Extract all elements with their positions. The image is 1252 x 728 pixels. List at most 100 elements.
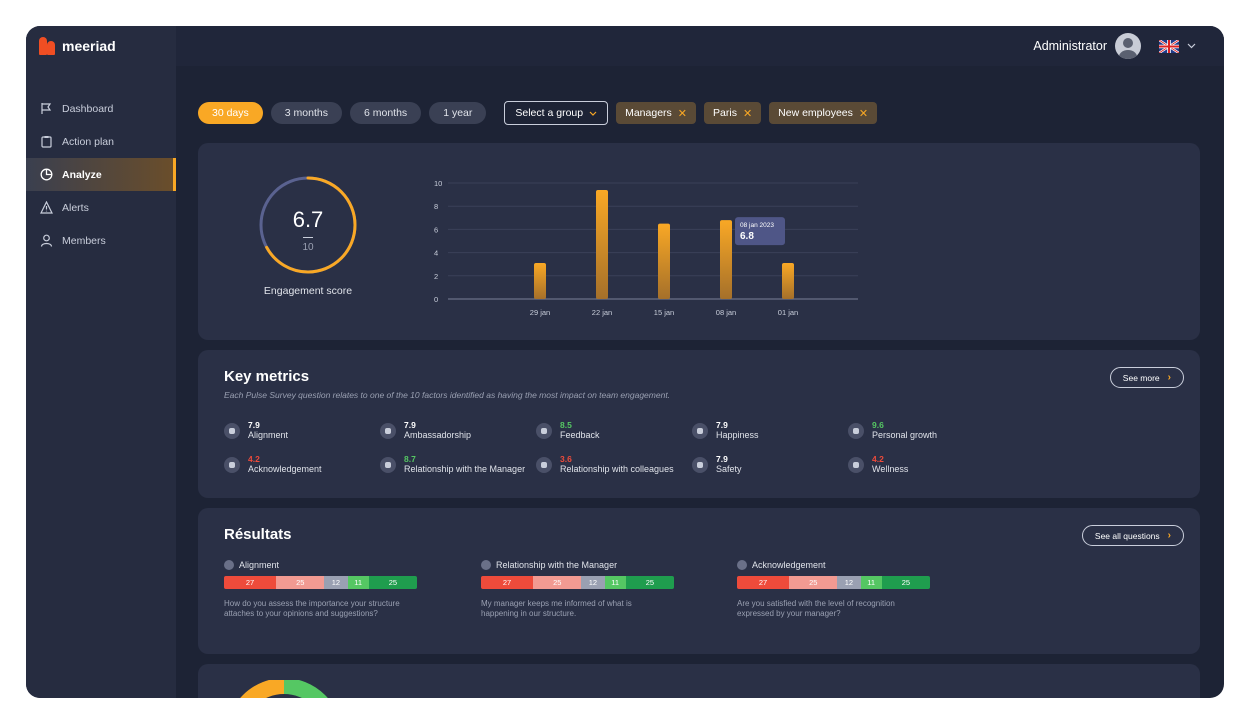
period-1-year[interactable]: 1 year: [429, 102, 487, 124]
result-distribution-bar: 27 25 12 11 25: [737, 576, 930, 589]
metric-value: 3.6: [560, 454, 572, 464]
tooltip-value: 6.8: [740, 231, 754, 242]
metric-item[interactable]: 7.9 Alignment: [224, 420, 380, 448]
result-factor: Alignment: [239, 560, 280, 570]
wellness-icon: [848, 457, 864, 473]
sidebar-item-alerts[interactable]: Alerts: [26, 191, 176, 224]
metric-text: 8.7 Relationship with the Manager: [404, 454, 525, 474]
metric-value: 8.7: [404, 454, 416, 464]
metric-text: 3.6 Relationship with colleagues: [560, 454, 674, 474]
metric-name: Wellness: [872, 464, 909, 474]
engagement-card: 6.7 10 Engagement score 0 2 4 6 8 10 29 jan 22 …: [198, 143, 1200, 340]
user-menu[interactable]: Administrator: [1033, 33, 1196, 59]
period-6-months[interactable]: 6 months: [349, 102, 422, 124]
metric-item[interactable]: 3.6 Relationship with colleagues: [536, 454, 692, 482]
chevron-right-icon: ›: [1167, 530, 1171, 541]
metric-text: 7.9 Ambassadorship: [404, 420, 471, 440]
result-segment: 25: [881, 576, 930, 589]
metric-value: 8.5: [560, 420, 572, 430]
y-tick-label: 8: [434, 202, 438, 211]
chevron-down-icon[interactable]: [1187, 43, 1196, 49]
relationship-with-colleagues-icon: [536, 457, 552, 473]
metric-value: 4.2: [248, 454, 260, 464]
metric-value: 7.9: [716, 420, 728, 430]
period-30-days[interactable]: 30 days: [198, 102, 263, 124]
group-select[interactable]: Select a group: [504, 101, 609, 125]
metric-item[interactable]: 8.7 Relationship with the Manager: [380, 454, 536, 482]
metric-text: 4.2 Acknowledgement: [248, 454, 322, 474]
happiness-icon: [692, 423, 708, 439]
result-segment: 12: [837, 576, 861, 589]
metric-name: Relationship with colleagues: [560, 464, 674, 474]
factor-icon: [737, 560, 747, 570]
see-all-questions-button[interactable]: See all questions ›: [1081, 525, 1184, 546]
bar[interactable]: [720, 220, 732, 299]
chevron-right-icon: ›: [1167, 372, 1171, 383]
bar[interactable]: [782, 263, 794, 299]
metric-item[interactable]: 4.2 Wellness: [848, 454, 1004, 482]
sidebar-item-label: Analyze: [62, 168, 102, 181]
bar[interactable]: [596, 189, 608, 299]
tooltip-date: 08 jan 2023: [740, 222, 774, 229]
uk-flag-icon[interactable]: [1159, 39, 1179, 53]
result-header: Relationship with the Manager: [481, 560, 681, 570]
metric-value: 7.9: [404, 420, 416, 430]
x-tick-label: 01 jan: [778, 308, 798, 317]
metric-item[interactable]: 8.5 Feedback: [536, 420, 692, 448]
result-segment: 12: [324, 576, 348, 589]
metric-item[interactable]: 7.9 Safety: [692, 454, 848, 482]
metric-item[interactable]: 4.2 Acknowledgement: [224, 454, 380, 482]
personal-growth-icon: [848, 423, 864, 439]
close-icon[interactable]: ✕: [858, 107, 869, 120]
sidebar-nav: Dashboard Action plan Analyze Alerts: [26, 92, 176, 257]
result-item[interactable]: Acknowledgement 27 25 12 11 25 Are you satisfi…: [737, 560, 937, 618]
warning-icon: [40, 201, 53, 214]
result-item[interactable]: Alignment 27 25 12 11 25 How do you assess the…: [224, 560, 424, 618]
metric-value: 7.9: [716, 454, 728, 464]
donut-chart-partial: [240, 680, 328, 698]
sidebar-item-label: Alerts: [62, 201, 89, 214]
safety-icon: [692, 457, 708, 473]
result-segment: 27: [224, 576, 277, 589]
sidebar-item-members[interactable]: Members: [26, 224, 176, 257]
sidebar-item-dashboard[interactable]: Dashboard: [26, 92, 176, 125]
bar[interactable]: [658, 223, 670, 299]
metric-text: 4.2 Wellness: [872, 454, 908, 474]
chart-tooltip: 08 jan 2023 6.8: [735, 217, 785, 246]
see-more-button[interactable]: See more ›: [1109, 367, 1184, 388]
period-3-months[interactable]: 3 months: [270, 102, 342, 124]
metric-item[interactable]: 7.9 Ambassadorship: [380, 420, 536, 448]
sidebar-item-analyze[interactable]: Analyze: [26, 158, 176, 191]
user-icon: [40, 234, 53, 247]
top-bar: Administrator: [176, 26, 1224, 66]
close-icon[interactable]: ✕: [677, 107, 688, 120]
clipboard-icon: [40, 135, 53, 148]
brand-name: meeriad: [62, 38, 116, 54]
filter-chip-paris: Paris ✕: [704, 102, 762, 124]
sidebar-item-label: Members: [62, 234, 106, 247]
metric-name: Happiness: [716, 430, 759, 440]
close-icon[interactable]: ✕: [742, 107, 753, 120]
sidebar: meeriad Dashboard Action plan Analyze: [26, 26, 176, 698]
logo[interactable]: meeriad: [38, 36, 116, 56]
metric-name: Relationship with the Manager: [404, 464, 526, 474]
bar[interactable]: [534, 263, 546, 299]
y-tick-label: 2: [434, 272, 438, 281]
y-tick-label: 10: [434, 179, 442, 188]
key-metrics-subtitle: Each Pulse Survey question relates to on…: [224, 390, 671, 400]
alignment-icon: [224, 423, 240, 439]
metric-name: Feedback: [560, 430, 600, 440]
result-factor: Acknowledgement: [752, 560, 826, 570]
y-tick-label: 6: [434, 225, 438, 234]
metric-item[interactable]: 7.9 Happiness: [692, 420, 848, 448]
sidebar-item-action-plan[interactable]: Action plan: [26, 125, 176, 158]
result-item[interactable]: Relationship with the Manager 27 25 12 11 25 M…: [481, 560, 681, 618]
chip-label: Managers: [625, 107, 672, 119]
key-metrics-card: Key metrics Each Pulse Survey question r…: [198, 350, 1200, 498]
metric-item[interactable]: 9.6 Personal growth: [848, 420, 1004, 448]
avatar[interactable]: [1115, 33, 1141, 59]
metric-text: 7.9 Alignment: [248, 420, 288, 440]
x-tick-label: 15 jan: [654, 308, 674, 317]
filter-chip-managers: Managers ✕: [616, 102, 697, 124]
metric-name: Alignment: [248, 430, 289, 440]
